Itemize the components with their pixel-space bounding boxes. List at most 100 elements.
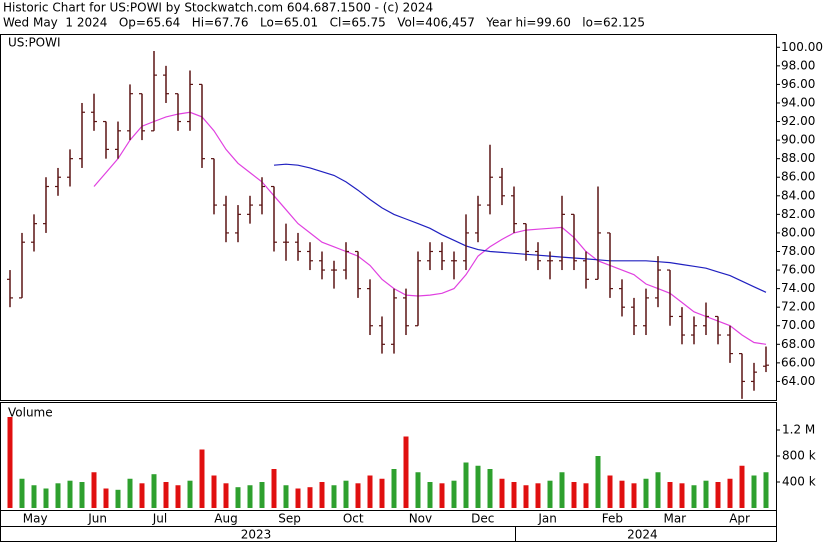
volume-bar: [223, 483, 229, 508]
volume-bar: [259, 482, 265, 508]
volume-bar: [511, 482, 517, 508]
header-line2: Wed May 1 2024 Op=65.64 Hi=67.76 Lo=65.0…: [3, 16, 645, 30]
volume-bar: [79, 482, 85, 508]
y-tick-label: 86.00: [781, 170, 815, 184]
volume-bar: [439, 483, 445, 508]
volume-bar: [67, 480, 73, 508]
volume-bar: [187, 480, 193, 508]
volume-bar: [139, 483, 145, 508]
volume-bar: [655, 472, 661, 508]
volume-bar: [127, 478, 133, 508]
x-tick-label: Jun: [87, 512, 107, 526]
volume-bar: [607, 475, 613, 508]
y-tick-label: 88.00: [781, 151, 815, 165]
moving-average: [93, 111, 767, 345]
x-tick-label: Jan: [537, 512, 557, 526]
volume-bar: [199, 449, 205, 508]
volume-bar: [487, 469, 493, 508]
volume-bar: [571, 482, 577, 508]
volume-bar: [19, 478, 25, 508]
moving-average: [273, 163, 767, 293]
volume-bar: [355, 483, 361, 508]
volume-bar: [715, 482, 721, 508]
x-tick-label: Sep: [278, 512, 301, 526]
volume-bar: [235, 487, 241, 508]
volume-bar: [115, 489, 121, 508]
volume-label: Volume: [8, 406, 53, 420]
y-tick-label: 82.00: [781, 207, 815, 221]
y-tick-label: 96.00: [781, 77, 815, 91]
volume-bar: [31, 485, 37, 508]
year-label: 2024: [627, 528, 658, 542]
volume-bar: [727, 478, 733, 508]
volume-bar: [343, 480, 349, 508]
volume-bar: [43, 488, 49, 508]
volume-bar: [331, 485, 337, 508]
x-tick-label: Nov: [409, 512, 432, 526]
y-tick-label: 800 k: [782, 449, 816, 463]
y-tick-label: 100.00: [781, 40, 823, 54]
volume-bar: [91, 472, 97, 508]
volume-bar: [763, 472, 769, 508]
volume-bar: [379, 478, 385, 508]
volume-bar: [367, 475, 373, 508]
x-tick-label: Mar: [663, 512, 686, 526]
volume-bar: [643, 478, 649, 508]
y-tick-label: 64.00: [781, 374, 815, 388]
volume-bar: [211, 475, 217, 508]
volume-bar: [427, 482, 433, 508]
volume-bar: [319, 482, 325, 508]
x-tick-label: May: [23, 512, 48, 526]
volume-bar: [535, 483, 541, 508]
x-tick-label: Aug: [214, 512, 237, 526]
volume-bar: [751, 475, 757, 508]
volume-bar: [391, 469, 397, 508]
y-tick-label: 94.00: [781, 95, 815, 109]
volume-bar: [403, 436, 409, 508]
x-tick-label: Apr: [729, 512, 750, 526]
volume-bar: [7, 417, 13, 508]
volume-bar: [691, 485, 697, 508]
y-tick-label: 1.2 M: [782, 423, 815, 437]
volume-bar: [103, 488, 109, 508]
x-tick-label: Oct: [343, 512, 364, 526]
volume-bar: [619, 480, 625, 508]
volume-bar: [523, 485, 529, 508]
y-tick-label: 84.00: [781, 188, 815, 202]
volume-bar: [451, 480, 457, 508]
volume-bar: [499, 478, 505, 508]
volume-bar: [739, 465, 745, 508]
volume-bar: [163, 482, 169, 508]
volume-bar: [583, 483, 589, 508]
y-tick-label: 76.00: [781, 263, 815, 277]
y-tick-label: 72.00: [781, 300, 815, 314]
y-tick-label: 68.00: [781, 337, 815, 351]
year-label: 2023: [241, 528, 272, 542]
y-tick-label: 400 k: [782, 475, 816, 489]
y-tick-label: 80.00: [781, 225, 815, 239]
y-tick-label: 70.00: [781, 318, 815, 332]
volume-bar: [547, 480, 553, 508]
price-panel: [0, 34, 777, 401]
volume-bar: [475, 465, 481, 508]
volume-bar: [55, 483, 61, 508]
volume-bar: [151, 474, 157, 508]
volume-bar: [595, 456, 601, 508]
x-tick-label: Jul: [152, 512, 167, 526]
volume-bar: [247, 485, 253, 508]
volume-bar: [463, 462, 469, 508]
header-line1: Historic Chart for US:POWI by Stockwatch…: [3, 1, 433, 15]
volume-bar: [679, 483, 685, 508]
volume-bar: [307, 487, 313, 508]
y-tick-label: 66.00: [781, 355, 815, 369]
x-tick-label: Dec: [471, 512, 494, 526]
y-tick-label: 90.00: [781, 133, 815, 147]
volume-bar: [175, 485, 181, 508]
symbol-label: US:POWI: [8, 36, 61, 50]
y-tick-label: 78.00: [781, 244, 815, 258]
y-tick-label: 98.00: [781, 58, 815, 72]
x-tick-label: Feb: [602, 512, 623, 526]
y-tick-label: 92.00: [781, 114, 815, 128]
